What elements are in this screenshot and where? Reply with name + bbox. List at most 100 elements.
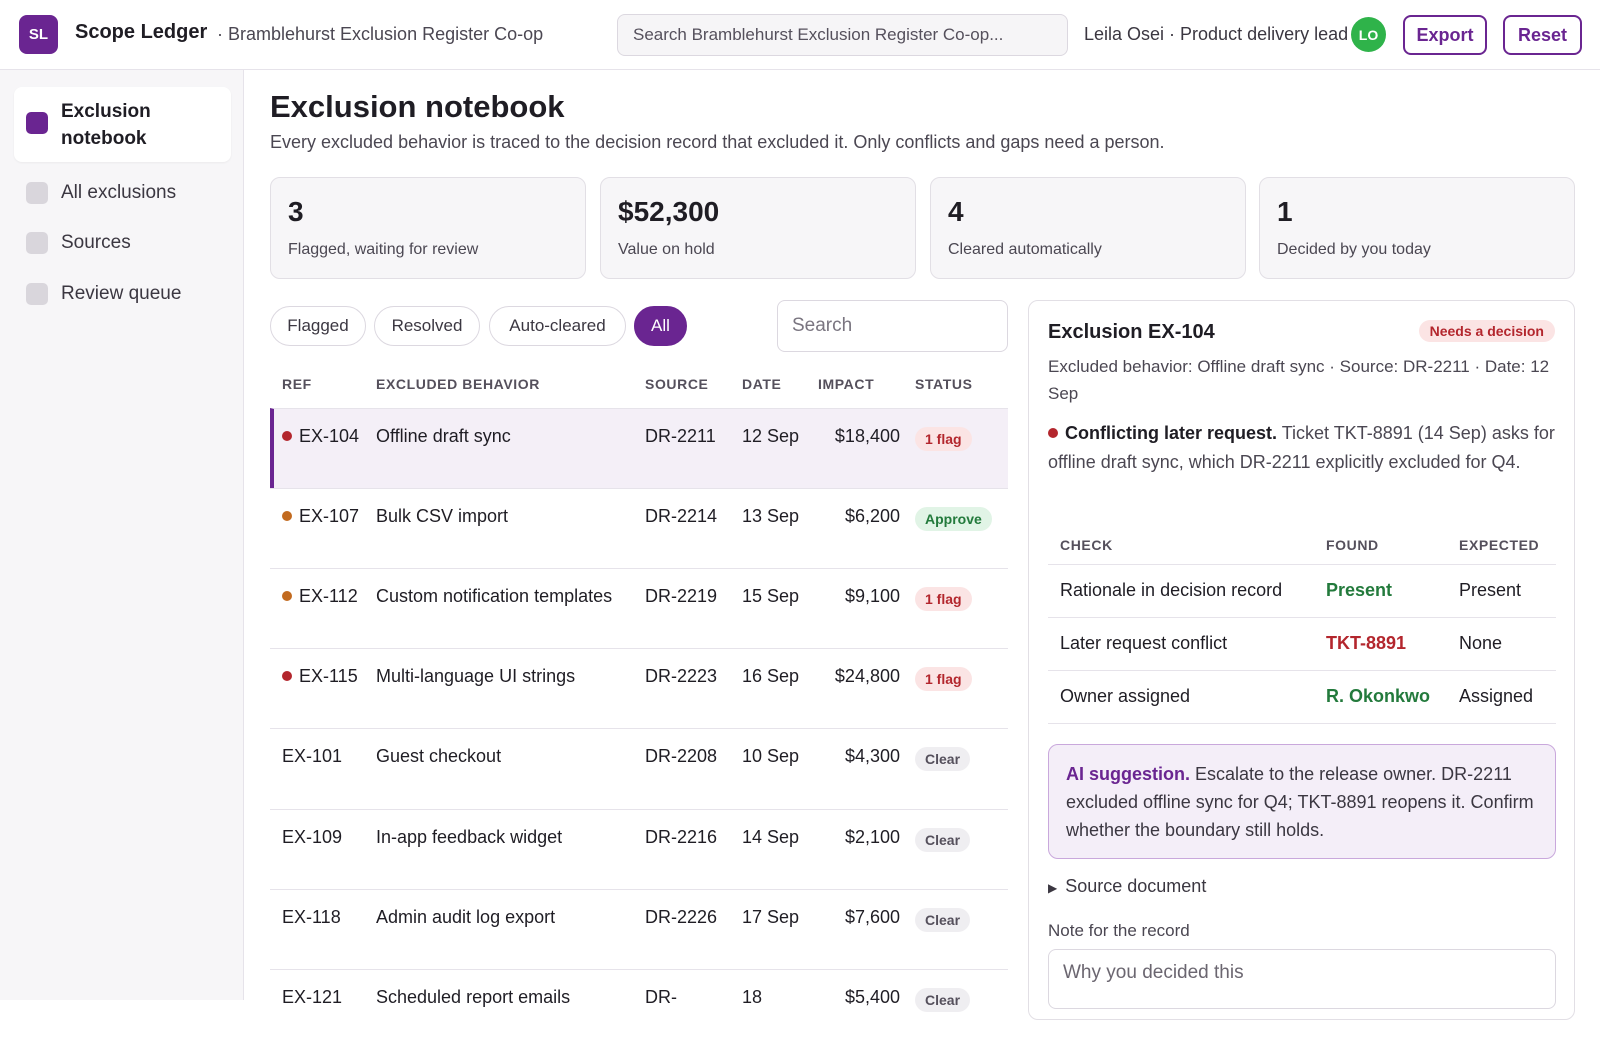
sources-icon <box>26 232 48 254</box>
export-button[interactable]: Export <box>1403 15 1487 55</box>
column-header[interactable]: IMPACT <box>818 376 875 392</box>
conflict-text: Ticket TKT-8891 (14 Sep) asks for offlin… <box>1048 423 1555 472</box>
sidebar-item-exclusion-notebook[interactable]: Exclusion notebook <box>14 87 231 162</box>
source-cell: DR-2219 <box>645 583 725 610</box>
sidebar-item-sources[interactable]: Sources <box>14 223 231 263</box>
ref-cell-text: EX-104 <box>299 426 360 446</box>
source-cell: DR-2214 <box>645 503 725 530</box>
date-cell: 16 Sep <box>742 663 802 690</box>
stat-card-flagged: 3 Flagged, waiting for review <box>270 177 586 279</box>
table-row[interactable]: EX-109 In-app feedback widget DR-2216 14 Se… <box>270 809 1008 889</box>
queue-icon <box>26 283 48 305</box>
note-input[interactable] <box>1048 949 1556 1009</box>
source-cell: DR-2223 <box>645 663 725 690</box>
reset-button[interactable]: Reset <box>1503 15 1582 55</box>
column-header: EXPECTED <box>1459 537 1540 553</box>
source-cell: DR-2216 <box>645 824 725 851</box>
table-row[interactable]: EX-104 Offline draft sync DR-2211 12 Sep $18… <box>270 408 1008 488</box>
impact-cell: $7,600 <box>818 904 900 931</box>
column-header[interactable]: EXCLUDED BEHAVIOR <box>376 376 540 392</box>
global-search-input[interactable] <box>617 14 1068 56</box>
triangle-right-icon: ▶ <box>1048 881 1058 895</box>
status-badge[interactable]: Approve <box>915 507 992 531</box>
status-cell: 1 flag <box>915 425 972 452</box>
check-found: R. Okonkwo <box>1326 686 1431 706</box>
behavior-cell-text: Multi-language UI strings <box>376 666 576 686</box>
table-row[interactable]: EX-112 Custom notification templates DR-22… <box>270 568 1008 648</box>
check-row: Later request conflict TKT-8891 None <box>1048 618 1556 671</box>
status-badge: 1 flag <box>915 587 972 611</box>
note-label: Note for the record <box>1048 921 1190 940</box>
impact-cell-text: $24,800 <box>834 666 900 686</box>
check-row: Owner assigned R. Okonkwo Assigned <box>1048 671 1556 724</box>
column-header[interactable]: REF <box>282 376 312 392</box>
filter-resolved[interactable]: Resolved <box>374 306 480 346</box>
table-row[interactable]: EX-115 Multi-language UI strings DR-2223 16… <box>270 648 1008 728</box>
avatar[interactable]: LO <box>1351 17 1386 52</box>
ref-cell: EX-104 <box>282 423 364 450</box>
column-header: CHECK <box>1060 537 1113 553</box>
table-search-input[interactable] <box>777 300 1008 352</box>
stat-value: $52,300 <box>618 196 720 227</box>
stat-label: Value on hold <box>618 241 715 258</box>
ref-cell-text: EX-118 <box>282 907 341 927</box>
source-cell: DR-2226 <box>645 904 725 931</box>
detail-meta: Excluded behavior: Offline draft sync · … <box>1048 357 1550 403</box>
column-header[interactable]: STATUS <box>915 376 973 392</box>
table-row[interactable]: EX-107 Bulk CSV import DR-2214 13 Sep $6,200… <box>270 488 1008 568</box>
filter-all[interactable]: All <box>634 306 687 346</box>
impact-cell-text: $5,400 <box>844 987 900 1007</box>
behavior-cell-text: Guest checkout <box>376 746 502 766</box>
stat-value: 3 <box>288 196 304 227</box>
behavior-cell: Custom notification templates <box>376 583 626 610</box>
source-cell: DR- <box>645 984 725 1011</box>
ref-cell: EX-109 <box>282 824 364 851</box>
stat-value: 4 <box>948 196 964 227</box>
status-cell: 1 flag <box>915 665 972 692</box>
source-cell: DR-2211 <box>645 423 725 450</box>
table-row[interactable]: EX-121 Scheduled report emails DR- 18 $5,400… <box>270 969 1008 1049</box>
status-badge: Clear <box>915 747 971 771</box>
filter-flagged[interactable]: Flagged <box>270 306 366 346</box>
page-title: Exclusion notebook <box>270 89 565 124</box>
check-expected: Assigned <box>1459 686 1534 706</box>
status-badge: Clear <box>915 988 971 1012</box>
sidebar-item-review-queue[interactable]: Review queue <box>14 274 231 314</box>
notebook-icon <box>26 112 48 134</box>
status-badge: Needs a decision <box>1418 320 1555 342</box>
date-cell: 14 Sep <box>742 824 802 851</box>
sidebar-item-label: Review queue <box>61 283 182 304</box>
check-expected: None <box>1459 633 1503 653</box>
source-cell-text: DR-2219 <box>645 586 718 606</box>
ref-cell-text: EX-112 <box>299 586 358 606</box>
date-cell: 10 Sep <box>742 743 802 770</box>
impact-cell: $2,100 <box>818 824 900 851</box>
date-cell-text: 16 Sep <box>742 666 800 686</box>
status-badge: 1 flag <box>915 667 972 691</box>
filter-auto-cleared[interactable]: Auto-cleared <box>489 306 626 346</box>
status-cell: Approve <box>915 505 992 532</box>
status-cell: 1 flag <box>915 585 972 612</box>
stat-card-value-on-hold: $52,300 Value on hold <box>600 177 916 279</box>
table-row[interactable]: EX-118 Admin audit log export DR-2226 17 Se… <box>270 889 1008 969</box>
check-found[interactable]: TKT-8891 <box>1326 633 1407 653</box>
source-cell-text: DR-2208 <box>645 746 718 766</box>
stat-card-cleared: 4 Cleared automatically <box>930 177 1246 279</box>
status-dot-icon <box>282 511 292 521</box>
table-header: REF EXCLUDED BEHAVIOR SOURCE DATE IMPACT… <box>270 372 1008 408</box>
table-row[interactable]: EX-101 Guest checkout DR-2208 10 Sep $4,300 C… <box>270 728 1008 808</box>
source-cell-text: DR-2211 <box>645 426 716 446</box>
flag-dot-icon <box>1048 428 1058 438</box>
source-document-toggle[interactable]: ▶ Source document <box>1048 876 1206 897</box>
behavior-cell: In-app feedback widget <box>376 824 626 851</box>
date-cell-text: 17 Sep <box>742 907 800 927</box>
column-header[interactable]: SOURCE <box>645 376 709 392</box>
impact-cell-text: $18,400 <box>834 426 900 446</box>
source-cell-text: DR-2214 <box>645 506 718 526</box>
ai-suggestion-text: Escalate to the release owner. DR-2211 e… <box>1066 764 1534 840</box>
status-badge: Clear <box>915 908 971 932</box>
ref-cell: EX-112 <box>282 583 364 610</box>
column-header[interactable]: DATE <box>742 376 782 392</box>
source-cell-text: DR-2216 <box>645 827 718 847</box>
sidebar-item-all-exclusions[interactable]: All exclusions <box>14 173 231 213</box>
